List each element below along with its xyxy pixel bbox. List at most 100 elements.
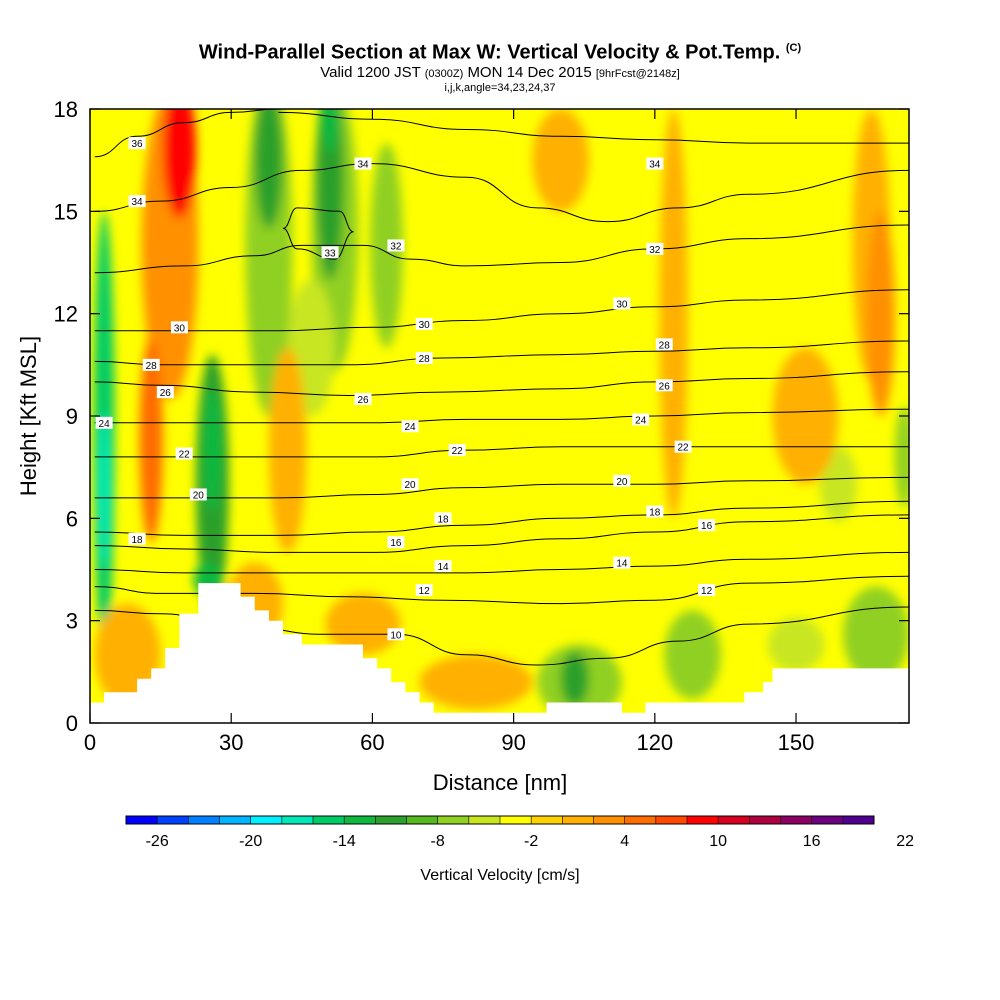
isentrope-label-box [646, 505, 664, 518]
isentrope-label-text: 12 [419, 586, 431, 597]
isentrope-label: 34 [646, 157, 664, 171]
isentrope-label-box [448, 444, 466, 457]
velocity-area [268, 347, 307, 553]
isentrope-label-text: 34 [132, 197, 144, 208]
isentrope-label-text: 16 [390, 538, 402, 549]
isentrope-label: 22 [175, 447, 193, 461]
isentrope-label-text: 32 [390, 241, 402, 252]
isentrope-30 [94, 289, 909, 332]
colorbar-swatch [780, 816, 813, 824]
isentrope-label-box [387, 239, 405, 252]
isentrope-label-box [434, 512, 452, 525]
isentrope-28 [94, 340, 909, 366]
isentrope-label: 12 [415, 583, 433, 597]
velocity-area [325, 593, 401, 655]
colorbar-tick-label: -20 [239, 833, 262, 850]
isentrope-label: 36 [128, 137, 146, 150]
isentrope-label-box [401, 478, 419, 491]
isentrope-label-box [401, 420, 419, 433]
colorbar-tick-label: -2 [524, 833, 538, 850]
y-tick-label: 12 [54, 302, 78, 327]
colorbar-swatch [406, 816, 439, 824]
isentrope-label: 28 [142, 358, 160, 372]
isentrope-label-box [698, 519, 716, 532]
y-axis-title: Height [Kft MSL] [16, 336, 41, 496]
chart-title: Wind-Parallel Section at Max W: Vertical… [0, 36, 1000, 65]
isentrope-label: 32 [646, 242, 664, 256]
isentrope-20 [94, 476, 909, 499]
isentrope-label-text: 26 [659, 381, 671, 392]
isentrope-label: 20 [613, 474, 631, 488]
y-tick-label: 6 [66, 506, 78, 531]
velocity-area [843, 586, 909, 683]
isentrope-26 [94, 371, 909, 397]
isentrope-label-text: 14 [616, 559, 628, 570]
isentrope-label-text: 16 [701, 521, 713, 532]
isentrope-label-box [415, 583, 433, 596]
velocity-area [254, 109, 283, 229]
isentrope-34 [94, 163, 909, 223]
isentrope-label-box [156, 386, 174, 399]
isentrope-label-box [613, 297, 631, 310]
velocity-area [202, 388, 222, 512]
velocity-area [162, 109, 196, 219]
x-tick-label: 0 [84, 730, 96, 755]
velocity-area [320, 109, 340, 154]
colorbar-tick-label: -8 [431, 833, 445, 850]
isentrope-label-box [698, 583, 716, 596]
velocity-area [659, 109, 688, 519]
isentrope-label-box [170, 321, 188, 334]
colorbar-swatch [842, 816, 875, 824]
colorbar-tick-label: -14 [333, 833, 356, 850]
isentrope-label-box [128, 532, 146, 545]
isentrope-label-box [354, 392, 372, 405]
isentrope-16 [94, 514, 909, 553]
isentrope-label-box [387, 628, 405, 641]
isentrope-label-box [128, 137, 146, 150]
isentrope-label-box [613, 474, 631, 487]
colorbar: -26 -20 -14 -8 -2 4 10 16 22 [125, 815, 914, 850]
velocity-area [767, 617, 825, 672]
isentrope-labels: 10 12 12 14 14 16 16 18 18 18 20 20 20 22 22 22 24 24 24 26… [95, 137, 716, 641]
isentrope-18 [94, 500, 909, 536]
colorbar-title: Vertical Velocity [cm/s] [420, 867, 579, 884]
colorbar-swatch [749, 816, 781, 824]
isentrope-label: 30 [170, 321, 188, 334]
isentrope-label-box [175, 447, 193, 460]
colorbar-swatch [157, 816, 189, 824]
isentrope-label: 28 [415, 352, 433, 365]
isentrope-label: 20 [401, 478, 419, 491]
isentrope-label-box [674, 440, 692, 453]
colorbar-swatch [219, 816, 252, 824]
colorbar-tick-label: -26 [146, 833, 169, 850]
isentrope-label: 22 [674, 440, 692, 454]
x-tick-label: 120 [636, 730, 673, 755]
isentrope-label-text: 22 [678, 443, 690, 454]
isentrope-label-text: 26 [357, 395, 369, 406]
isentrope-label: 20 [189, 488, 207, 501]
colorbar-swatch [313, 816, 345, 824]
isentrope-label: 12 [698, 583, 716, 597]
colorbar-swatch [624, 816, 657, 824]
isentrope-24 [94, 408, 909, 424]
x-tick-label: 30 [219, 730, 243, 755]
isentrope-label: 28 [655, 338, 673, 351]
colorbar-swatch [375, 816, 407, 824]
isentrope-label-text: 14 [437, 562, 449, 573]
colorbar-swatch [344, 816, 376, 824]
isentrope-label-text: 24 [99, 419, 111, 430]
isentrope-label-text: 33 [324, 248, 336, 259]
isentrope-label-box [655, 379, 673, 392]
isentrope-label-box [655, 338, 673, 351]
isentrope-label-text: 20 [405, 480, 417, 491]
colorbar-tick-label: 22 [896, 833, 914, 850]
velocity-area [664, 610, 721, 700]
isentrope-label-text: 18 [649, 508, 661, 519]
isentrope-label-text: 20 [616, 477, 628, 488]
isentrope-label-text: 28 [146, 361, 158, 372]
isentrope-label-text: 24 [405, 422, 417, 433]
colorbar-tick-label: 4 [620, 833, 629, 850]
isentrope-label-text: 10 [390, 630, 402, 641]
chart-subtitle: Valid 1200 JST (0300Z) MON 14 Dec 2015 [… [0, 65, 1000, 82]
